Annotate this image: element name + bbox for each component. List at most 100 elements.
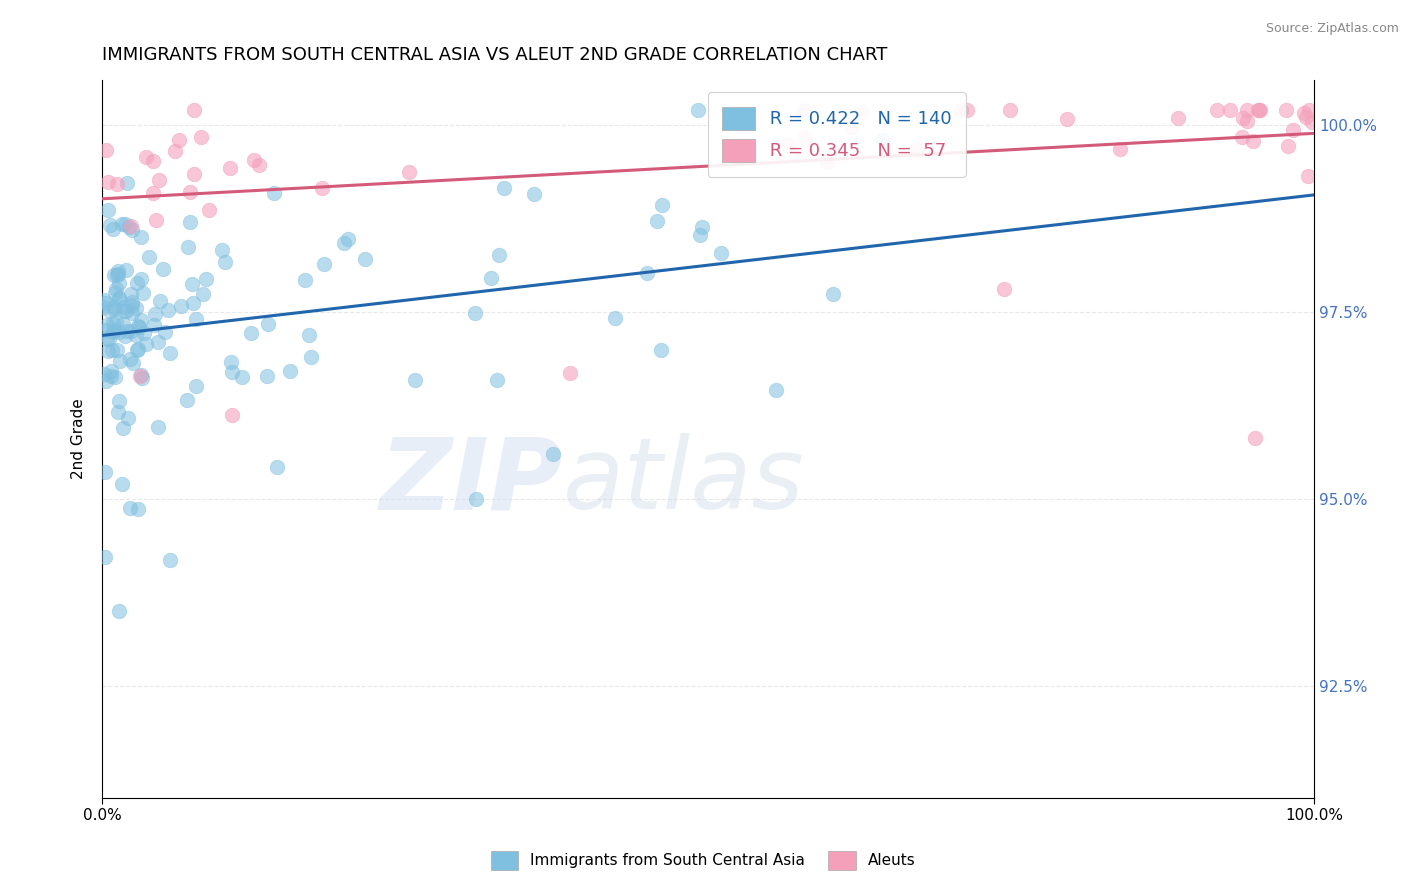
Point xyxy=(560,366,582,380)
Point xyxy=(294,273,316,287)
Point xyxy=(114,329,136,343)
Point xyxy=(821,287,844,301)
Text: atlas: atlas xyxy=(562,434,804,531)
Point xyxy=(121,306,143,320)
Point xyxy=(100,364,122,378)
Point xyxy=(142,153,165,168)
Point xyxy=(128,368,150,383)
Point xyxy=(465,492,488,507)
Point xyxy=(1206,103,1229,117)
Point xyxy=(121,356,143,370)
Point xyxy=(1292,106,1315,120)
Point xyxy=(278,364,301,378)
Point xyxy=(103,323,125,337)
Point xyxy=(311,180,333,194)
Point xyxy=(195,272,218,286)
Point xyxy=(1295,110,1317,124)
Point xyxy=(479,271,502,285)
Point xyxy=(98,219,121,233)
Point xyxy=(636,267,658,281)
Text: Source: ZipAtlas.com: Source: ZipAtlas.com xyxy=(1265,22,1399,36)
Point xyxy=(121,223,143,237)
Point xyxy=(135,150,157,164)
Point xyxy=(1236,113,1258,128)
Point xyxy=(155,325,177,339)
Point xyxy=(163,144,186,158)
Point xyxy=(688,103,710,117)
Point xyxy=(1167,112,1189,126)
Point xyxy=(146,420,169,434)
Point xyxy=(103,316,125,330)
Point xyxy=(115,303,138,318)
Point xyxy=(312,257,335,271)
Point xyxy=(907,144,929,158)
Point xyxy=(179,185,201,199)
Point xyxy=(117,411,139,425)
Point xyxy=(94,323,117,337)
Point xyxy=(841,120,863,134)
Point xyxy=(104,315,127,329)
Point xyxy=(108,604,131,618)
Point xyxy=(219,355,242,369)
Point xyxy=(692,220,714,235)
Point xyxy=(121,298,143,312)
Point xyxy=(778,138,800,153)
Point xyxy=(159,553,181,567)
Point xyxy=(198,202,221,217)
Point xyxy=(107,267,129,281)
Point xyxy=(152,261,174,276)
Point xyxy=(97,175,120,189)
Point xyxy=(104,369,127,384)
Point xyxy=(94,296,117,310)
Point xyxy=(96,318,118,332)
Point xyxy=(148,172,170,186)
Point xyxy=(94,465,117,479)
Point xyxy=(849,104,872,119)
Point xyxy=(792,103,814,117)
Point xyxy=(765,383,787,397)
Point xyxy=(1243,431,1265,445)
Point xyxy=(94,549,117,564)
Point xyxy=(101,325,124,339)
Point xyxy=(1282,122,1305,136)
Point xyxy=(129,313,152,327)
Point xyxy=(105,343,128,358)
Point xyxy=(107,405,129,419)
Point xyxy=(541,447,564,461)
Point xyxy=(337,232,360,246)
Point xyxy=(104,283,127,297)
Point xyxy=(179,214,201,228)
Point xyxy=(1296,169,1319,183)
Point xyxy=(266,459,288,474)
Point xyxy=(1056,112,1078,126)
Point xyxy=(105,268,128,283)
Point xyxy=(93,367,115,381)
Point xyxy=(231,370,253,384)
Point xyxy=(1298,103,1320,117)
Point xyxy=(176,393,198,408)
Legend:  R = 0.422   N = 140,  R = 0.345   N =  57: R = 0.422 N = 140, R = 0.345 N = 57 xyxy=(707,92,966,177)
Point xyxy=(167,133,190,147)
Point xyxy=(219,161,242,176)
Point xyxy=(650,343,672,357)
Point xyxy=(1236,103,1258,117)
Point xyxy=(485,373,508,387)
Point xyxy=(159,346,181,360)
Point xyxy=(108,276,131,290)
Point xyxy=(112,317,135,331)
Point xyxy=(221,365,243,379)
Point xyxy=(143,308,166,322)
Point xyxy=(125,327,148,342)
Point xyxy=(142,318,165,332)
Point xyxy=(97,332,120,346)
Point xyxy=(298,328,321,343)
Point xyxy=(956,103,979,117)
Point xyxy=(815,154,838,169)
Point xyxy=(118,220,141,235)
Point xyxy=(1249,103,1271,117)
Point xyxy=(183,103,205,117)
Point xyxy=(111,477,134,491)
Point xyxy=(1000,103,1022,117)
Point xyxy=(97,202,120,217)
Point xyxy=(186,312,208,326)
